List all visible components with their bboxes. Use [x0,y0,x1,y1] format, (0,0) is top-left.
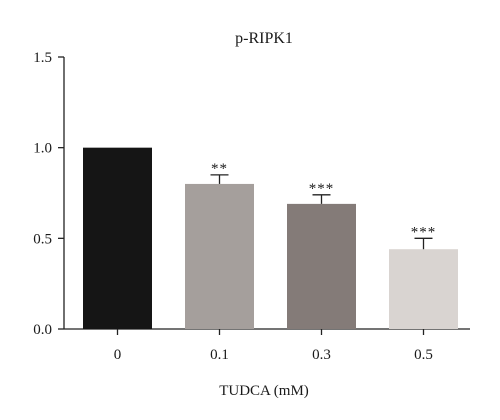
bars [83,147,458,329]
significance-label: ** [211,161,228,177]
significance-label: *** [411,224,437,240]
significance-label: *** [309,181,335,197]
bar [83,147,152,329]
x-axis-label: TUDCA (mM) [219,383,309,399]
chart-title: p-RIPK1 [235,30,293,47]
error-bars [210,174,433,250]
x-tick-label: 0.1 [210,347,229,363]
x-axis: 0 0.1 0.3 0.5 [64,328,470,363]
x-tick-label: 0.3 [312,347,331,363]
x-tick-label: 0.5 [414,347,433,363]
bar [287,203,356,329]
y-tick-label: 0.5 [33,231,52,247]
y-tick-label: 1.5 [33,50,52,66]
y-axis: 0.0 0.5 1.0 1.5 [33,50,65,338]
bar [185,183,254,329]
bar [389,249,458,329]
significance-labels: ******** [211,161,437,240]
x-tick-label: 0 [114,347,122,363]
y-tick-label: 0.0 [33,322,52,338]
y-tick-label: 1.0 [33,141,52,157]
